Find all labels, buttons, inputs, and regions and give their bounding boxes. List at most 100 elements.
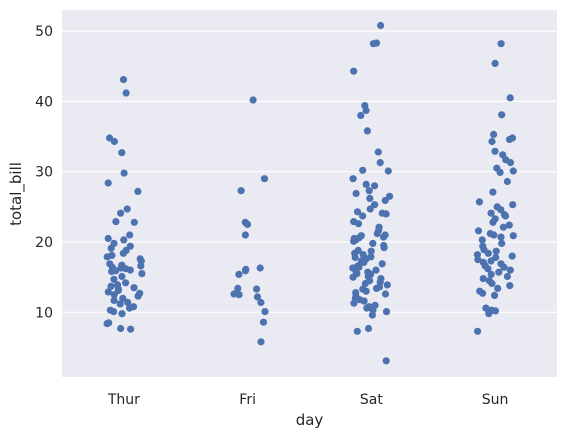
data-point	[495, 268, 503, 276]
data-point	[126, 266, 134, 274]
data-point	[104, 288, 112, 296]
data-point	[479, 275, 487, 283]
data-point	[378, 260, 386, 268]
data-point	[253, 293, 262, 301]
data-point	[104, 234, 112, 243]
data-point	[134, 187, 142, 195]
data-point	[130, 284, 138, 292]
x-tick-label: Sun	[482, 392, 509, 408]
data-point	[509, 201, 517, 209]
data-point	[366, 205, 374, 213]
data-point	[241, 231, 249, 239]
data-point	[508, 252, 516, 260]
data-point	[134, 292, 142, 300]
data-point	[371, 182, 379, 190]
data-point	[122, 279, 130, 287]
data-point	[506, 94, 514, 102]
data-point	[361, 279, 369, 288]
data-point	[123, 205, 131, 213]
data-point	[125, 304, 134, 312]
data-point	[487, 209, 495, 217]
data-point	[364, 324, 373, 333]
data-point	[488, 279, 496, 288]
data-point	[118, 310, 126, 318]
data-point	[489, 188, 497, 196]
data-point	[350, 67, 358, 75]
data-point	[369, 40, 377, 48]
data-point	[256, 264, 264, 272]
data-point	[366, 194, 374, 202]
y-tick-label: 50	[35, 24, 53, 40]
data-point	[110, 275, 118, 283]
data-point	[365, 187, 373, 195]
data-point	[509, 167, 517, 175]
data-point	[362, 287, 370, 295]
data-point	[362, 106, 370, 115]
x-tick-label: Thur	[107, 392, 140, 408]
data-point	[497, 233, 505, 241]
data-point	[497, 40, 505, 48]
data-point	[479, 289, 487, 297]
plot-background	[62, 10, 557, 377]
data-point	[494, 284, 502, 292]
data-point	[119, 294, 127, 302]
y-tick-label: 40	[35, 94, 53, 110]
data-point	[259, 318, 268, 326]
data-point	[103, 320, 111, 328]
data-point	[127, 325, 135, 333]
data-point	[363, 304, 371, 312]
data-point	[261, 308, 269, 316]
data-point	[496, 168, 504, 176]
data-point	[506, 159, 515, 167]
data-point	[377, 21, 385, 30]
data-point	[103, 253, 111, 261]
data-point	[487, 257, 495, 265]
data-point	[484, 265, 492, 273]
data-point	[474, 256, 482, 264]
data-point	[119, 249, 127, 257]
gridlines	[62, 30, 557, 313]
y-tick-labels: 10 20 30 40 50	[35, 24, 53, 321]
data-point	[119, 76, 128, 84]
data-point	[126, 231, 134, 239]
data-point	[137, 262, 145, 270]
data-point	[500, 263, 508, 271]
data-point	[234, 284, 242, 292]
data-point	[235, 291, 243, 299]
x-tick-labels: Thur Fri Sat Sun	[107, 392, 509, 408]
data-point	[490, 231, 498, 239]
data-point	[107, 282, 115, 290]
y-tick-label: 20	[35, 235, 53, 251]
data-point	[491, 291, 499, 299]
data-point	[509, 232, 517, 240]
data-point	[107, 244, 115, 252]
y-tick-label: 30	[35, 165, 53, 181]
x-tick-label: Fri	[239, 392, 256, 408]
data-point	[474, 327, 482, 335]
data-point	[491, 59, 499, 67]
data-point	[498, 111, 506, 119]
data-point	[503, 177, 511, 186]
data-point	[382, 357, 390, 365]
data-points	[103, 21, 517, 365]
data-point	[349, 175, 357, 183]
data-point	[118, 149, 126, 157]
data-point	[506, 282, 514, 290]
data-point	[360, 297, 368, 305]
data-point	[110, 296, 118, 304]
data-point	[376, 159, 384, 167]
data-point	[352, 189, 360, 198]
data-point	[357, 111, 365, 120]
data-point	[373, 230, 381, 238]
data-point	[110, 308, 118, 316]
data-point	[489, 218, 497, 226]
data-point	[381, 196, 389, 205]
data-point	[505, 135, 514, 143]
data-point	[108, 267, 116, 276]
data-point	[359, 166, 367, 174]
data-point	[492, 247, 500, 255]
data-point	[350, 237, 358, 245]
data-point	[124, 298, 132, 307]
data-point	[488, 137, 496, 146]
